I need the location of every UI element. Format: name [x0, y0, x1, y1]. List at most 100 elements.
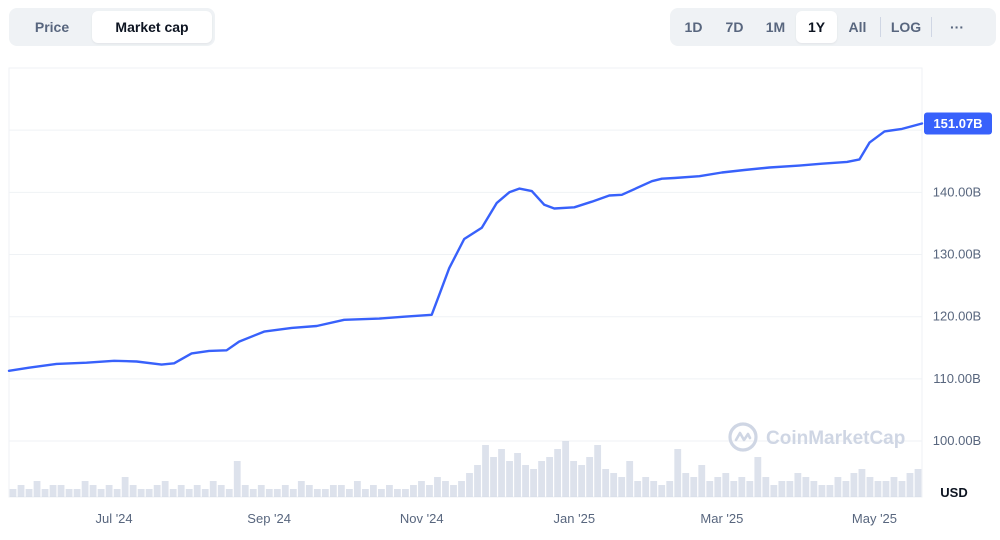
- volume-bar: [273, 489, 281, 497]
- volume-bar: [730, 481, 738, 497]
- volume-bar: [49, 485, 57, 497]
- volume-bar: [562, 441, 570, 497]
- range-7d-button[interactable]: 7D: [725, 19, 744, 35]
- volume-bar: [866, 477, 874, 497]
- volume-bar: [554, 449, 562, 497]
- grid-lines: [8, 67, 923, 498]
- volume-bar: [113, 489, 121, 497]
- volume-bar: [746, 481, 754, 497]
- x-tick-label: Jul '24: [95, 511, 132, 526]
- volume-bar: [546, 457, 553, 497]
- current-value-tag-background: [924, 112, 992, 135]
- volume-bar: [394, 489, 401, 497]
- volume-bar: [658, 485, 666, 497]
- x-tick-label: Jan '25: [554, 511, 596, 526]
- watermark-text: CoinMarketCap: [766, 428, 905, 449]
- volume-bar: [514, 453, 521, 497]
- volume-bar: [426, 485, 433, 497]
- volume-bar: [642, 477, 650, 497]
- volume-bar: [249, 489, 257, 497]
- x-tick-label: Mar '25: [700, 511, 743, 526]
- volume-bar: [177, 485, 185, 497]
- volume-bar: [9, 489, 17, 497]
- volume-bar: [33, 481, 41, 497]
- volume-bar: [794, 473, 802, 497]
- volume-bar: [329, 485, 337, 497]
- y-tick-label: 110.00B: [933, 371, 980, 386]
- volume-bar: [722, 473, 730, 497]
- volume-bar: [241, 485, 249, 497]
- volume-bar: [209, 481, 217, 497]
- volume-bar: [770, 485, 778, 497]
- volume-bar: [634, 481, 642, 497]
- volume-bar: [858, 469, 866, 497]
- volume-bar: [498, 449, 505, 497]
- volume-bar: [698, 465, 706, 497]
- volume-bar: [450, 485, 457, 497]
- volume-bar: [906, 473, 914, 497]
- volume-bar: [361, 489, 369, 497]
- currency-label: USD: [940, 485, 967, 500]
- volume-bar: [265, 489, 273, 497]
- volume-bar: [650, 481, 658, 497]
- volume-bar: [522, 465, 529, 497]
- volume-bar: [81, 481, 89, 497]
- x-axis: Jul '24 Sep '24 Nov '24 Jan '25 Mar '25 May '…: [95, 511, 897, 526]
- log-scale-button[interactable]: LOG: [890, 19, 922, 35]
- volume-bar: [193, 485, 201, 497]
- tab-price[interactable]: Price: [34, 19, 70, 35]
- range-all-button[interactable]: All: [848, 19, 867, 35]
- volume-bar: [225, 489, 233, 497]
- volume-bar: [161, 481, 169, 497]
- plot-border: [8, 67, 923, 498]
- y-axis: 100.00B 110.00B 120.00B 130.00B 140.00B: [933, 184, 981, 448]
- volume-bar: [297, 481, 305, 497]
- y-tick-label: 100.00B: [933, 433, 981, 448]
- volume-bar: [826, 485, 834, 497]
- volume-bar: [570, 461, 578, 497]
- volume-bar: [345, 489, 353, 497]
- volume-bar: [410, 485, 417, 497]
- range-1d-button[interactable]: 1D: [684, 19, 703, 35]
- volume-bar: [97, 489, 105, 497]
- volume-bar: [674, 449, 682, 497]
- volume-bar: [850, 473, 858, 497]
- volume-bar: [914, 469, 922, 497]
- volume-bar: [217, 485, 225, 497]
- more-options-icon[interactable]: ···: [950, 19, 964, 35]
- range-1m-button[interactable]: 1M: [765, 19, 786, 35]
- volume-bar: [778, 481, 786, 497]
- volume-bars: [9, 441, 922, 497]
- volume-bar: [506, 461, 513, 497]
- volume-bar: [105, 485, 113, 497]
- volume-bar: [321, 489, 329, 497]
- volume-bar: [666, 481, 674, 497]
- volume-bar: [289, 489, 297, 497]
- current-value-tag: 151.07B: [924, 112, 992, 135]
- x-tick-label: Sep '24: [247, 511, 291, 526]
- volume-bar: [530, 469, 537, 497]
- volume-bar: [482, 445, 489, 497]
- time-range-toggle: 1D 7D 1M 1Y All LOG ···: [670, 8, 996, 46]
- volume-bar: [73, 489, 81, 497]
- market-cap-series: [7, 122, 924, 372]
- volume-bar: [353, 481, 361, 497]
- volume-bar: [490, 457, 497, 497]
- volume-bar: [418, 481, 425, 497]
- volume-bar: [17, 485, 25, 497]
- range-1y-button[interactable]: 1Y: [796, 11, 837, 43]
- volume-bar: [874, 481, 882, 497]
- volume-bar: [786, 481, 794, 497]
- y-tick-label: 130.00B: [933, 247, 981, 262]
- volume-bar: [145, 489, 153, 497]
- volume-bar: [442, 481, 449, 497]
- tab-market-cap[interactable]: Market cap: [92, 11, 212, 43]
- volume-bar: [129, 485, 137, 497]
- volume-bar: [578, 465, 586, 497]
- volume-bar: [386, 485, 393, 497]
- volume-bar: [810, 481, 818, 497]
- volume-bar: [41, 489, 49, 497]
- volume-bar: [25, 489, 33, 497]
- current-value-label: 151.07B: [933, 116, 982, 131]
